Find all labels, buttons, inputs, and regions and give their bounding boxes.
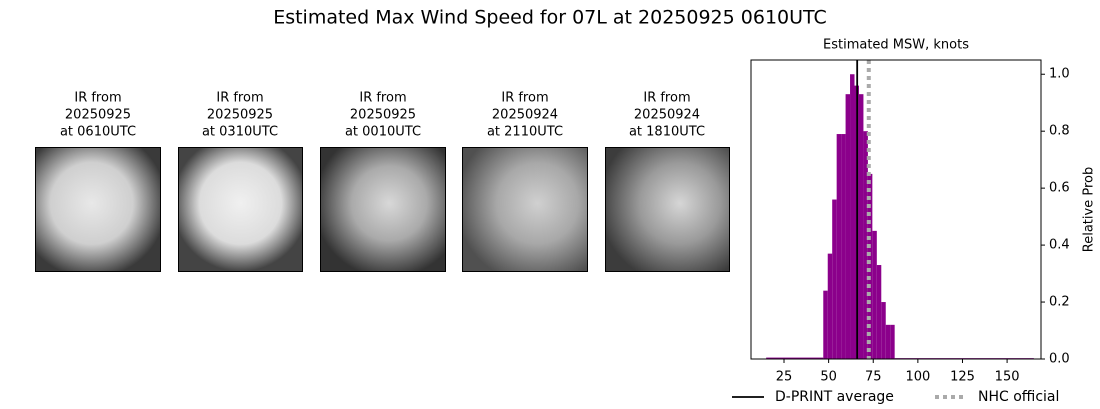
panel-label: 20250925 <box>350 108 416 123</box>
legend-label: D-PRINT average <box>775 389 894 405</box>
ir-image <box>35 147 161 272</box>
x-tick-label: 75 <box>865 370 882 385</box>
bar <box>827 253 833 359</box>
panel-label: at 0610UTC <box>60 125 136 140</box>
y-tick-label: 0.4 <box>1049 238 1070 253</box>
ir-image <box>462 147 588 272</box>
x-tick-label: 125 <box>950 370 975 385</box>
panel-label: IR from <box>359 91 406 106</box>
panel-label: 20250925 <box>207 108 273 123</box>
legend-label: NHC official <box>978 389 1059 405</box>
x-tick-label: 100 <box>905 370 930 385</box>
panel-label: at 0010UTC <box>345 125 421 140</box>
ir-images <box>35 147 730 272</box>
panel-label: at 2110UTC <box>487 125 563 140</box>
panel-label: at 0310UTC <box>202 125 278 140</box>
chart-title: Estimated MSW, knots <box>823 38 969 53</box>
y-tick-label: 0.2 <box>1049 295 1070 310</box>
y-axis-label: Relative Prob <box>1082 167 1097 252</box>
y-tick-label: 0.6 <box>1049 181 1070 196</box>
x-tick-label: 150 <box>995 370 1020 385</box>
bar <box>836 134 842 359</box>
panel-label: 20250924 <box>492 108 558 123</box>
bar <box>876 265 882 359</box>
bar <box>832 199 837 359</box>
bar <box>881 302 886 359</box>
bar <box>890 324 895 359</box>
ir-image <box>605 147 730 272</box>
y-tick-label: 0.0 <box>1049 352 1070 367</box>
panel-label: IR from <box>74 91 121 106</box>
bar <box>845 94 851 360</box>
bar <box>872 230 877 359</box>
bar <box>867 173 873 359</box>
y-tick-label: 0.8 <box>1049 124 1070 139</box>
bar <box>850 74 855 359</box>
ir-image <box>320 147 446 272</box>
bar <box>863 131 868 359</box>
y-tick-label: 1.0 <box>1049 67 1070 82</box>
bar <box>841 134 846 359</box>
x-tick-label: 25 <box>776 370 793 385</box>
bar <box>858 94 864 360</box>
bar <box>885 324 891 359</box>
bar <box>823 290 828 359</box>
panel-label: IR from <box>643 91 690 106</box>
panel-label: 20250925 <box>65 108 131 123</box>
panel-label: IR from <box>501 91 548 106</box>
plot-frame <box>750 59 1042 360</box>
bar <box>766 357 824 359</box>
figure-title: Estimated Max Wind Speed for 07L at 2025… <box>273 7 827 29</box>
x-tick-label: 50 <box>820 370 837 385</box>
panel-label: at 1810UTC <box>629 125 705 140</box>
ir-image <box>178 147 303 272</box>
panel-label: IR from <box>216 91 263 106</box>
panel-label: 20250924 <box>634 108 700 123</box>
